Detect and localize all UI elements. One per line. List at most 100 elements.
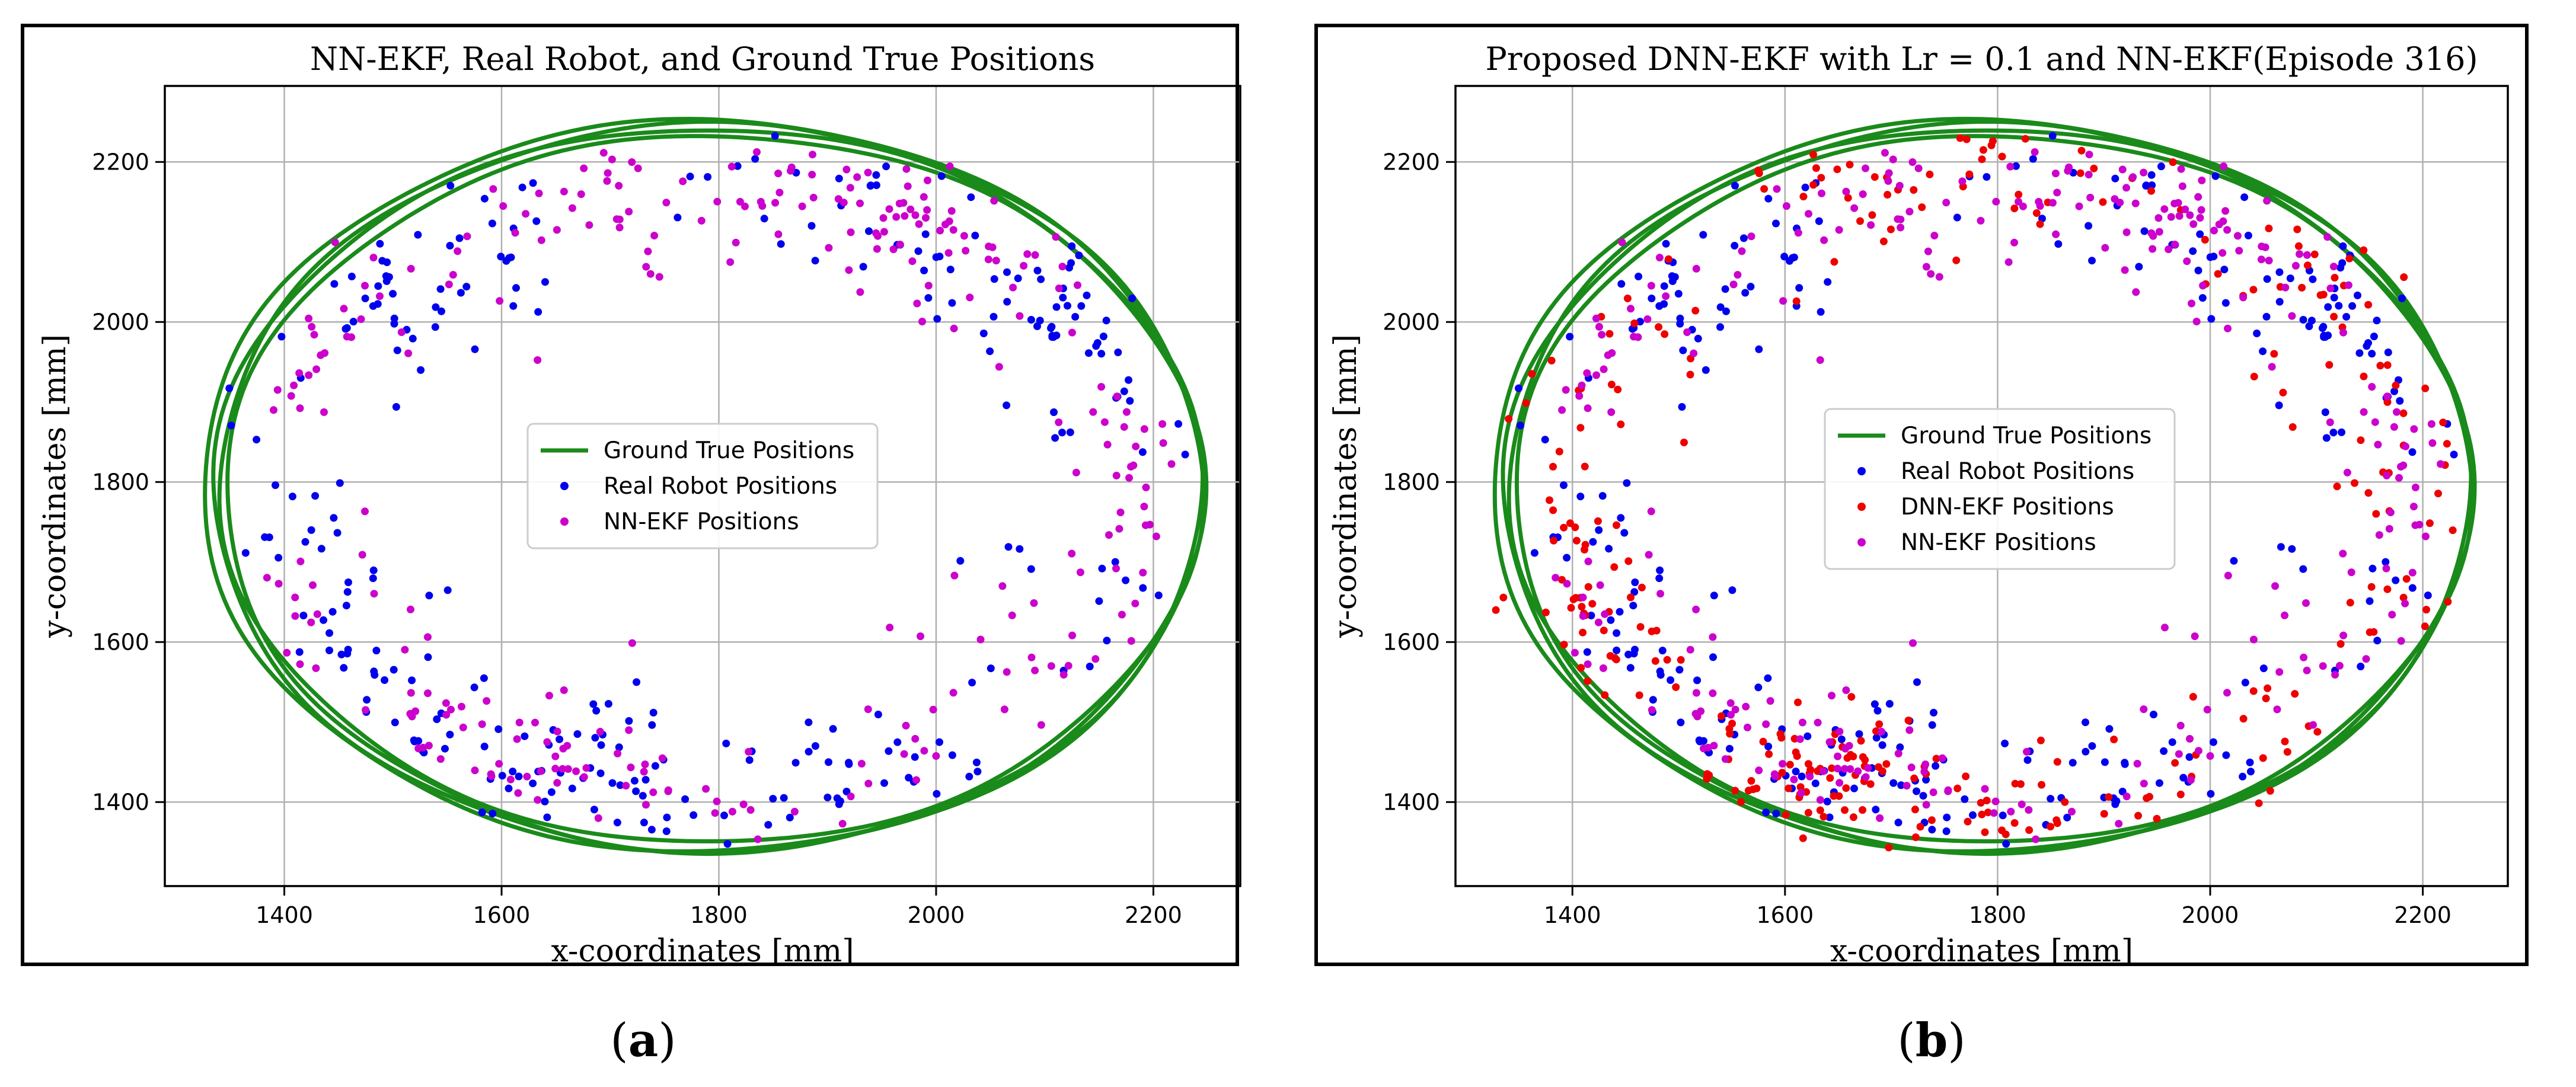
data-point [2246, 768, 2255, 776]
data-point [1764, 674, 1772, 682]
data-point [625, 207, 633, 216]
data-point [1786, 257, 1793, 265]
data-point [1818, 189, 1825, 197]
data-point [2298, 283, 2306, 292]
data-point [2303, 261, 2312, 270]
data-point [2121, 266, 2129, 274]
x-tick-label: 2200 [1125, 902, 1182, 928]
data-point [1181, 450, 1189, 459]
data-point [496, 297, 504, 305]
data-point [1809, 151, 1817, 159]
data-point [596, 728, 604, 736]
data-point [2399, 461, 2408, 469]
data-point [344, 645, 352, 654]
data-point [1033, 322, 1041, 330]
data-point [441, 744, 449, 753]
data-point [424, 653, 432, 661]
data-point [1576, 424, 1585, 432]
panel-label-b: (b) [1897, 1014, 1965, 1067]
data-point [2364, 300, 2373, 309]
data-point [1872, 734, 1881, 742]
data-point [414, 744, 423, 753]
data-point [2176, 790, 2185, 798]
data-point [1097, 383, 1106, 391]
data-point [2255, 799, 2263, 807]
data-point [1174, 420, 1183, 428]
data-point [1747, 777, 1755, 785]
data-point [299, 612, 308, 619]
data-point [1709, 689, 1717, 698]
data-point [1846, 751, 1854, 759]
data-point [1086, 663, 1094, 670]
data-point [2196, 230, 2204, 238]
data-point [1868, 211, 1876, 219]
data-point [1027, 565, 1035, 573]
data-point [2211, 172, 2220, 180]
data-point [2168, 738, 2176, 746]
data-point [1075, 251, 1083, 260]
data-point [791, 759, 800, 767]
data-point [2281, 611, 2288, 619]
data-point [534, 796, 542, 804]
axes-frame [1454, 85, 2509, 887]
data-point [641, 760, 649, 769]
data-point [523, 772, 531, 781]
data-point [1027, 316, 1035, 324]
data-point [2240, 193, 2249, 202]
data-point [1958, 177, 1967, 186]
data-point [2069, 759, 2077, 767]
data-point [681, 795, 690, 803]
data-point [494, 725, 503, 733]
data-point [1910, 774, 1919, 782]
data-point [349, 318, 357, 326]
data-point [1725, 725, 1734, 733]
data-point [391, 718, 399, 727]
data-point [1795, 284, 1803, 292]
data-point [1978, 155, 1986, 164]
data-point [2239, 715, 2248, 723]
data-point [847, 792, 855, 801]
data-point [1710, 592, 1718, 600]
data-point [2335, 661, 2344, 670]
data-point [1990, 809, 1998, 817]
data-point [2053, 757, 2061, 766]
data-point [407, 689, 415, 697]
data-point [277, 333, 286, 341]
data-point [2363, 342, 2371, 350]
data-point [732, 238, 740, 247]
data-point [1998, 152, 2006, 161]
ground-true-line [1492, 117, 2476, 853]
data-point [805, 747, 813, 756]
data-point [2427, 420, 2435, 428]
data-point [809, 151, 816, 159]
data-point [2036, 736, 2045, 744]
data-point [853, 173, 861, 181]
data-point [2047, 795, 2055, 803]
data-point [407, 264, 415, 273]
data-point [2029, 155, 2037, 163]
data-point [923, 206, 931, 214]
data-point [424, 689, 432, 698]
data-point [1806, 772, 1814, 781]
data-point [343, 588, 352, 596]
data-point [872, 181, 880, 189]
data-point [922, 214, 930, 222]
data-point [1817, 174, 1825, 182]
data-point [261, 533, 269, 541]
data-point [604, 700, 612, 708]
data-point [1059, 293, 1067, 302]
data-point [2085, 222, 2093, 230]
data-point [1677, 718, 1685, 727]
data-point [1820, 236, 1828, 244]
data-point [1867, 221, 1875, 229]
data-point [1112, 471, 1121, 479]
data-point [2239, 772, 2247, 781]
data-point [1773, 185, 1781, 193]
data-point [774, 230, 783, 238]
data-point [2038, 781, 2045, 789]
data-point [1727, 711, 1735, 719]
data-point [1721, 755, 1729, 763]
data-point [2194, 747, 2202, 755]
data-point [690, 811, 698, 819]
data-point [283, 648, 291, 657]
